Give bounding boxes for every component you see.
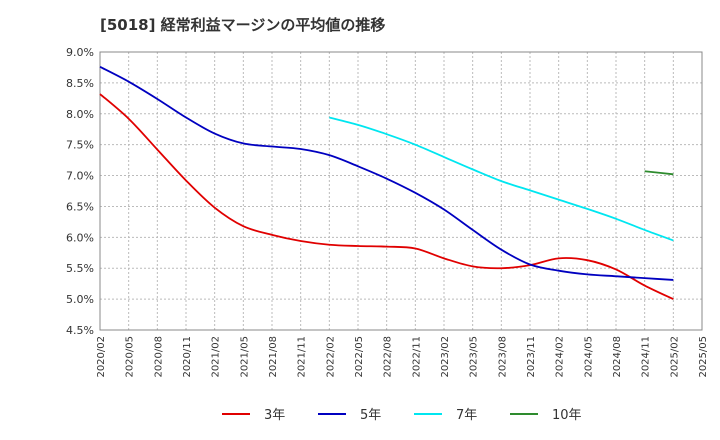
- y-tick-label: 8.5%: [66, 77, 94, 90]
- x-tick-label: 2020/02: [96, 336, 107, 378]
- legend-label: 3年: [264, 408, 285, 423]
- x-tick-label: 2021/02: [211, 336, 222, 378]
- x-tick-label: 2022/02: [325, 336, 336, 378]
- y-tick-label: 6.5%: [66, 200, 94, 213]
- x-tick-label: 2021/08: [268, 336, 279, 378]
- x-tick-label: 2024/08: [612, 336, 623, 378]
- plot-border: [99, 51, 703, 331]
- x-tick-label: 2024/02: [555, 336, 566, 378]
- series-line-4: [644, 170, 674, 176]
- plot-area-frame: [99, 51, 703, 331]
- series-line-2: [99, 66, 674, 281]
- y-tick-label: 6.0%: [66, 231, 94, 244]
- x-tick-label: 2021/11: [297, 336, 308, 378]
- x-tick-label: 2025/02: [669, 336, 680, 378]
- legend: 3年 5年 7年 10年: [222, 408, 582, 423]
- x-tick-label: 2023/02: [440, 336, 451, 378]
- series-line-1: [99, 93, 674, 300]
- legend-label: 5年: [360, 408, 381, 423]
- x-tick-label: 2025/05: [698, 336, 709, 378]
- chart-title: [5018] 経常利益マージンの平均値の推移: [100, 16, 386, 34]
- x-tick-label: 2023/08: [497, 336, 508, 378]
- y-tick-label: 9.0%: [66, 46, 94, 59]
- y-tick-label: 7.5%: [66, 139, 94, 152]
- y-tick-label: 5.5%: [66, 262, 94, 275]
- y-tick-label: 8.0%: [66, 108, 94, 121]
- x-tick-label: 2023/05: [469, 336, 480, 378]
- x-tick-label: 2023/11: [526, 336, 537, 378]
- x-tick-label: 2020/11: [182, 336, 193, 378]
- x-tick-label: 2020/05: [125, 336, 136, 378]
- legend-label: 10年: [552, 408, 582, 423]
- y-tick-label: 5.0%: [66, 293, 94, 306]
- x-tick-label: 2020/08: [153, 336, 164, 378]
- legend-label: 7年: [456, 408, 477, 423]
- x-tick-label: 2024/11: [641, 336, 652, 378]
- series-lines: [99, 66, 674, 300]
- series-line-3: [329, 116, 674, 242]
- y-tick-label: 4.5%: [66, 324, 94, 337]
- y-axis-ticks: 4.5% 5.0% 5.5% 6.0% 6.5% 7.0% 7.5% 8.0% 8.5% 9.0%: [66, 46, 94, 337]
- x-tick-label: 2022/08: [383, 336, 394, 378]
- x-tick-label: 2021/05: [239, 336, 250, 378]
- x-tick-label: 2024/05: [583, 336, 594, 378]
- grid-lines: [99, 51, 703, 331]
- x-tick-label: 2022/05: [354, 336, 365, 378]
- x-tick-label: 2022/11: [411, 336, 422, 378]
- y-tick-label: 7.0%: [66, 170, 94, 183]
- x-axis-ticks: 2020/02 2020/05 2020/08 2020/11 2021/02 2021/…: [96, 336, 709, 378]
